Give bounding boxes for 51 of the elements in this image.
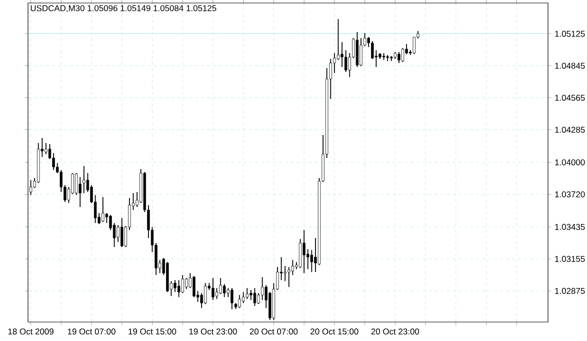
candlestick <box>246 288 248 300</box>
candlestick <box>344 50 348 72</box>
y-tick-label: 1.02875 <box>555 288 585 294</box>
candlestick <box>230 288 234 310</box>
x-tick-label: 19 Oct 07:00 <box>68 328 116 335</box>
candlestick <box>250 290 252 301</box>
y-tick-label: 1.03720 <box>555 191 585 198</box>
candlestick <box>192 276 196 298</box>
candlestick <box>174 280 176 293</box>
y-tick-label: 1.04000 <box>555 159 585 166</box>
candlestick <box>260 276 264 301</box>
candlestick <box>310 250 314 272</box>
y-tick-label: 1.03155 <box>555 256 585 262</box>
candlestick <box>340 42 344 68</box>
candlestick <box>120 218 124 248</box>
candlestick <box>219 278 222 294</box>
candlestick <box>212 278 214 301</box>
x-tick-label: 20 Oct 07:00 <box>250 328 298 335</box>
candlestick <box>177 280 180 298</box>
candlestick <box>253 288 256 306</box>
candlestick <box>116 224 120 242</box>
candlestick <box>181 274 184 294</box>
candlestick <box>185 278 188 290</box>
candlestick <box>284 266 286 282</box>
candlestick <box>401 48 404 63</box>
chart-title: USDCAD,M30 1.05096 1.05149 1.05084 1.05125 <box>30 5 216 12</box>
candlestick <box>102 196 104 222</box>
y-tick-label: 1.03435 <box>555 224 585 230</box>
candlestick <box>302 230 306 274</box>
candlestick <box>336 18 340 60</box>
x-tick-label: 18 Oct 2009 <box>8 328 54 335</box>
x-tick-label: 19 Oct 23:00 <box>189 328 237 335</box>
candlestick <box>360 38 362 67</box>
candlestick <box>215 288 218 300</box>
candlestick <box>398 52 400 64</box>
candlestick <box>223 284 226 298</box>
candlestick <box>78 176 82 208</box>
y-tick-label: 1.05125 <box>555 30 585 37</box>
candlestick <box>52 152 55 170</box>
candlestick <box>204 282 207 305</box>
y-tick-label: 1.04565 <box>555 94 585 101</box>
x-tick-label: 19 Oct 15:00 <box>128 328 176 335</box>
candlestick <box>238 294 241 309</box>
candlestick <box>412 36 416 55</box>
y-tick-label: 1.04845 <box>555 62 585 69</box>
x-tick-label: 20 Oct 23:00 <box>371 328 420 335</box>
y-tick-label: 1.04285 <box>555 126 585 133</box>
candlestick <box>44 142 48 155</box>
candlestick <box>242 292 245 304</box>
x-tick-label: 20 Oct 15:00 <box>310 328 358 335</box>
candlestick <box>82 166 86 194</box>
